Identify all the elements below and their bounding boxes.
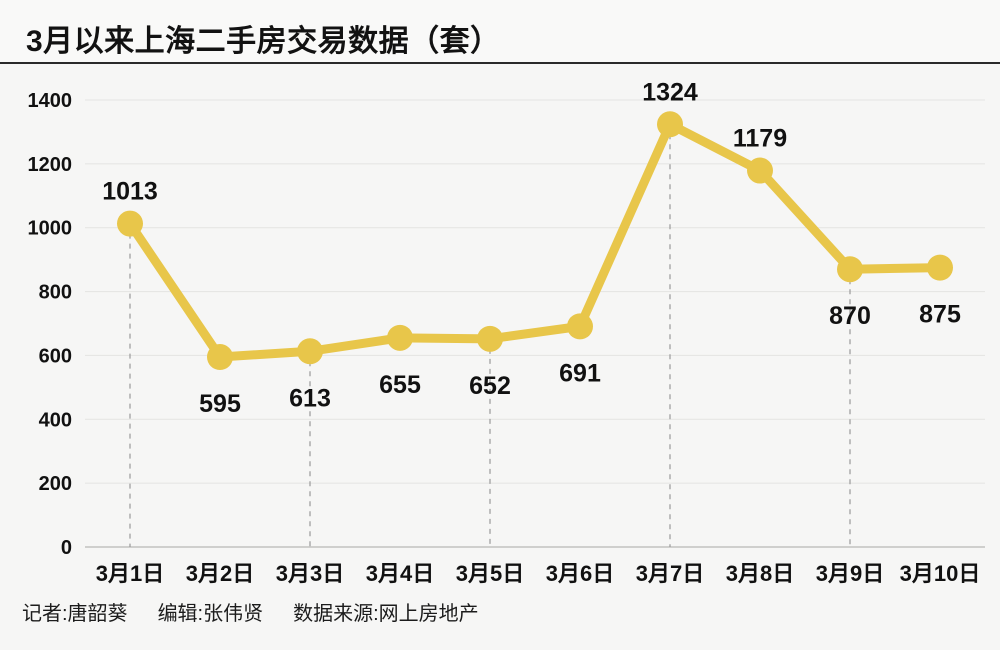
x-axis-category-label: 3月8日 <box>726 561 794 586</box>
data-point-marker <box>837 256 863 283</box>
data-point-marker <box>117 210 143 237</box>
chart-header: 3月以来上海二手房交易数据（套） <box>0 0 1000 64</box>
y-axis-tick-label: 1000 <box>28 218 73 240</box>
data-point-value-label: 691 <box>559 359 601 387</box>
reporter-credit: 记者:唐韶葵 <box>22 603 128 625</box>
y-axis-tick-label: 1200 <box>28 154 73 176</box>
data-point-marker <box>477 325 503 352</box>
data-point-value-label: 1324 <box>642 78 698 106</box>
y-axis-tick-label: 0 <box>61 537 72 559</box>
data-point-marker <box>657 111 683 138</box>
data-point-value-label: 870 <box>829 302 871 330</box>
chart-title: 3月以来上海二手房交易数据（套） <box>26 25 501 58</box>
data-point-value-label: 655 <box>379 371 421 399</box>
editor-credit: 编辑:张伟贤 <box>157 603 264 625</box>
y-axis-tick-label: 800 <box>39 282 72 304</box>
series-line <box>125 119 945 362</box>
data-point-marker <box>567 313 593 340</box>
y-axis-tick-label: 1400 <box>28 90 73 112</box>
data-source-credit: 数据来源:网上房地产 <box>293 603 479 625</box>
x-axis-category-label: 3月7日 <box>636 561 704 586</box>
data-point-marker <box>747 157 773 184</box>
data-point-value-label: 875 <box>919 301 961 329</box>
data-point-marker <box>207 344 233 371</box>
x-axis-category-label: 3月9日 <box>816 561 884 586</box>
title-underline <box>0 62 1000 64</box>
x-axis-category-label: 3月1日 <box>96 561 164 586</box>
x-axis-category-label: 3月10日 <box>900 561 981 586</box>
data-point-value-label: 1013 <box>102 178 158 206</box>
data-point-marker <box>927 254 953 281</box>
x-axis-category-label: 3月3日 <box>276 561 344 586</box>
data-point-marker <box>387 324 413 351</box>
data-point-value-label: 595 <box>199 390 241 418</box>
x-axis-category-label: 3月5日 <box>456 561 524 586</box>
credits-footer: 记者:唐韶葵 编辑:张伟贤 数据来源:网上房地产 <box>22 597 479 626</box>
x-axis-category-label: 3月2日 <box>186 561 254 586</box>
data-point-value-label: 1179 <box>733 125 787 153</box>
y-axis-tick-label: 200 <box>39 473 72 495</box>
x-axis-category-label: 3月4日 <box>366 561 434 586</box>
y-axis-tick-label: 600 <box>39 345 72 367</box>
data-point-value-label: 613 <box>289 384 331 412</box>
x-axis-category-label: 3月6日 <box>546 561 614 586</box>
data-point-value-label: 652 <box>469 372 511 400</box>
y-axis-tick-label: 400 <box>39 409 72 431</box>
data-point-marker <box>297 338 323 365</box>
